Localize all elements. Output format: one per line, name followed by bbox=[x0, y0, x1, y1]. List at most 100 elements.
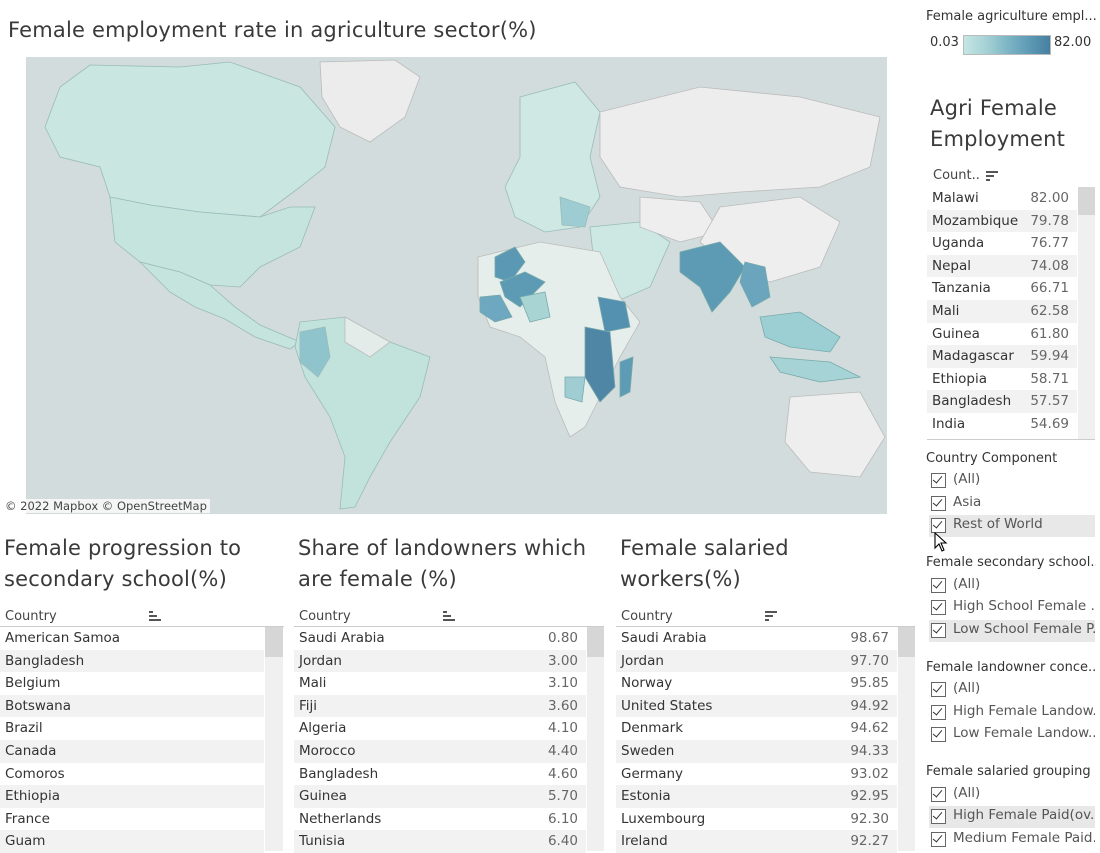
table-row[interactable]: Uganda 76.77 bbox=[927, 232, 1077, 255]
table-row[interactable]: Bangladesh 57.57 bbox=[927, 390, 1077, 413]
filter-option-rest-of-world[interactable]: Rest of World bbox=[929, 515, 1095, 537]
filter-option-high-paid[interactable]: High Female Paid(ov... bbox=[929, 806, 1095, 828]
table-row[interactable]: United States 94.92 bbox=[616, 694, 897, 718]
table-row[interactable]: Guinea 61.80 bbox=[927, 323, 1077, 346]
value-cell: 4.10 bbox=[547, 720, 578, 737]
sort-descending-icon[interactable] bbox=[765, 611, 777, 621]
landowner-table-body: Saudi Arabia 0.80 Jordan 3.00 Mali 3.10 Fiji 3.… bbox=[294, 627, 586, 853]
checkbox-checked-icon[interactable] bbox=[931, 600, 946, 615]
table-row[interactable]: Mali 3.10 bbox=[294, 672, 586, 695]
filter-option-high-school[interactable]: High School Female ... bbox=[929, 597, 1095, 619]
filter-option-all[interactable]: (All) bbox=[929, 784, 1095, 806]
salaried-scrollbar[interactable] bbox=[898, 627, 915, 851]
table-row[interactable]: Guam bbox=[0, 830, 264, 853]
table-row[interactable]: India 54.69 bbox=[927, 413, 1077, 436]
table-row[interactable]: Nepal 74.08 bbox=[927, 254, 1077, 278]
checkbox-checked-icon[interactable] bbox=[931, 832, 946, 847]
table-row[interactable]: Saudi Arabia 0.80 bbox=[294, 627, 586, 650]
table-row[interactable]: Fiji 3.60 bbox=[294, 694, 586, 718]
table-row[interactable]: Jordan 3.00 bbox=[294, 649, 586, 673]
checkbox-checked-icon[interactable] bbox=[931, 705, 946, 720]
country-cell: Algeria bbox=[299, 720, 347, 737]
agri-scrollbar[interactable] bbox=[1078, 187, 1095, 439]
secondary-column-header[interactable]: Country bbox=[5, 609, 57, 624]
table-row[interactable]: Malawi 82.00 bbox=[927, 187, 1077, 210]
table-row[interactable]: Comoros bbox=[0, 763, 264, 786]
filter-option-low-school[interactable]: Low School Female P... bbox=[929, 620, 1095, 642]
checkbox-checked-icon[interactable] bbox=[931, 809, 946, 824]
table-row[interactable]: Algeria 4.10 bbox=[294, 717, 586, 740]
map-attribution[interactable]: © 2022 Mapbox © OpenStreetMap bbox=[2, 499, 210, 513]
country-cell: Madagascar bbox=[932, 348, 1014, 365]
table-row[interactable]: Tunisia 6.40 bbox=[294, 830, 586, 853]
table-row[interactable]: Ethiopia 58.71 bbox=[927, 368, 1077, 391]
landowner-scrollbar[interactable] bbox=[587, 627, 604, 851]
value-cell: 76.77 bbox=[1030, 235, 1069, 252]
value-cell: 3.00 bbox=[547, 652, 578, 669]
value-cell: 4.40 bbox=[547, 743, 578, 759]
table-row[interactable]: Guinea 5.70 bbox=[294, 785, 586, 808]
table-row[interactable]: Germany 93.02 bbox=[616, 763, 897, 786]
sort-ascending-icon[interactable] bbox=[149, 611, 161, 621]
sort-ascending-icon[interactable] bbox=[443, 611, 455, 621]
table-row[interactable]: Mali 62.58 bbox=[927, 300, 1077, 323]
table-row[interactable]: Norway 95.85 bbox=[616, 672, 897, 695]
table-row[interactable]: Brazil bbox=[0, 717, 264, 740]
world-map[interactable]: © 2022 Mapbox © OpenStreetMap bbox=[0, 57, 916, 514]
value-cell: 3.10 bbox=[547, 675, 578, 692]
landowner-scrollbar-thumb[interactable] bbox=[587, 627, 604, 657]
table-row[interactable]: Botswana bbox=[0, 694, 264, 718]
table-row[interactable]: France bbox=[0, 808, 264, 831]
table-row[interactable]: Ireland 92.27 bbox=[616, 830, 897, 853]
checkbox-checked-icon[interactable] bbox=[931, 473, 946, 488]
checkbox-checked-icon[interactable] bbox=[931, 727, 946, 742]
table-row[interactable]: Jordan 97.70 bbox=[616, 649, 897, 673]
table-row[interactable]: Netherlands 6.10 bbox=[294, 808, 586, 831]
checkbox-checked-icon[interactable] bbox=[931, 787, 946, 802]
salaried-scrollbar-thumb[interactable] bbox=[898, 627, 915, 657]
table-row[interactable]: Ethiopia bbox=[0, 785, 264, 808]
table-row[interactable]: Belgium bbox=[0, 672, 264, 695]
filter-option-low-landowner[interactable]: Low Female Landow... bbox=[929, 724, 1095, 746]
checkbox-checked-icon[interactable] bbox=[931, 578, 946, 593]
table-row[interactable]: Luxembourg 92.30 bbox=[616, 808, 897, 831]
table-row[interactable]: Bangladesh 4.60 bbox=[294, 763, 586, 786]
table-row[interactable]: Saudi Arabia 98.67 bbox=[616, 627, 897, 650]
filter-option-asia[interactable]: Asia bbox=[929, 493, 1095, 515]
secondary-scrollbar-thumb[interactable] bbox=[265, 627, 283, 657]
landowner-column-header[interactable]: Country bbox=[299, 609, 351, 624]
map-canvas[interactable] bbox=[0, 57, 916, 514]
checkbox-checked-icon[interactable] bbox=[931, 518, 946, 533]
secondary-scrollbar[interactable] bbox=[265, 627, 283, 851]
country-cell: Mozambique bbox=[932, 212, 1019, 229]
color-legend-title[interactable]: Female agriculture empl... bbox=[926, 9, 1096, 24]
value-cell: 98.67 bbox=[850, 630, 889, 646]
table-row[interactable]: Morocco 4.40 bbox=[294, 740, 586, 763]
country-cell: Denmark bbox=[621, 720, 684, 737]
table-row[interactable]: Estonia 92.95 bbox=[616, 785, 897, 808]
filter-option-all[interactable]: (All) bbox=[929, 575, 1095, 597]
filter-option-all[interactable]: (All) bbox=[929, 470, 1095, 492]
table-row[interactable]: Tanzania 66.71 bbox=[927, 277, 1077, 300]
value-cell: 62.58 bbox=[1030, 303, 1069, 319]
table-row[interactable]: Mozambique 79.78 bbox=[927, 209, 1077, 233]
filter-option-medium-paid[interactable]: Medium Female Paid... bbox=[929, 829, 1095, 851]
agri-column-header[interactable]: Count.. bbox=[933, 168, 980, 183]
filter-option-high-landowner[interactable]: High Female Landow... bbox=[929, 702, 1095, 724]
country-cell: Nepal bbox=[932, 257, 971, 274]
table-row[interactable]: Sweden 94.33 bbox=[616, 740, 897, 763]
filter-option-all[interactable]: (All) bbox=[929, 679, 1095, 701]
table-row[interactable]: Madagascar 59.94 bbox=[927, 345, 1077, 368]
agri-scrollbar-thumb[interactable] bbox=[1078, 187, 1095, 215]
filter-secondary-title: Female secondary school... bbox=[926, 555, 1096, 570]
table-row[interactable]: Denmark 94.62 bbox=[616, 717, 897, 740]
table-row[interactable]: Bangladesh bbox=[0, 649, 264, 673]
table-row[interactable]: Canada bbox=[0, 740, 264, 763]
landowner-table-title: Share of landowners which are female (%) bbox=[298, 536, 587, 591]
checkbox-checked-icon[interactable] bbox=[931, 682, 946, 697]
checkbox-checked-icon[interactable] bbox=[931, 623, 946, 638]
table-row[interactable]: American Samoa bbox=[0, 627, 264, 650]
salaried-column-header[interactable]: Country bbox=[621, 609, 673, 624]
sort-descending-icon[interactable] bbox=[986, 171, 998, 181]
checkbox-checked-icon[interactable] bbox=[931, 496, 946, 511]
